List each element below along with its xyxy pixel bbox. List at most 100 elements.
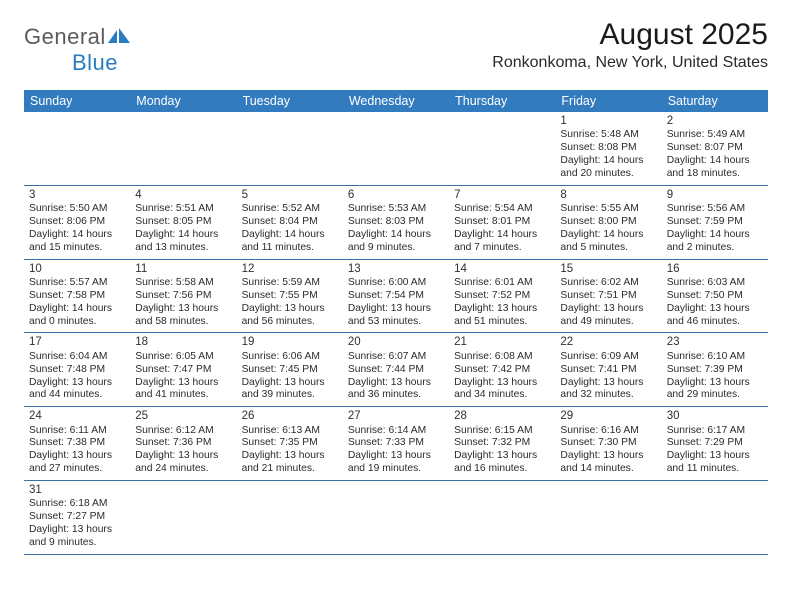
sunrise-text: Sunrise: 5:52 AM: [242, 203, 338, 216]
daylight-text: Daylight: 13 hours and 49 minutes.: [560, 303, 656, 329]
daylight-text: Daylight: 13 hours and 36 minutes.: [348, 377, 444, 403]
daylight-text: Daylight: 14 hours and 11 minutes.: [242, 229, 338, 255]
calendar-cell: [130, 481, 236, 554]
day-header-tue: Tuesday: [237, 90, 343, 112]
calendar-cell: [343, 112, 449, 185]
calendar-cell: [237, 481, 343, 554]
calendar-cell: 21Sunrise: 6:08 AMSunset: 7:42 PMDayligh…: [449, 333, 555, 406]
day-number: 21: [454, 335, 550, 349]
daylight-text: Daylight: 13 hours and 39 minutes.: [242, 377, 338, 403]
header: General Blue August 2025 Ronkonkoma, New…: [24, 18, 768, 76]
daylight-text: Daylight: 14 hours and 9 minutes.: [348, 229, 444, 255]
calendar: Sunday Monday Tuesday Wednesday Thursday…: [24, 90, 768, 555]
daylight-text: Daylight: 14 hours and 0 minutes.: [29, 303, 125, 329]
sunrise-text: Sunrise: 5:58 AM: [135, 277, 231, 290]
day-header-mon: Monday: [130, 90, 236, 112]
day-number: 19: [242, 335, 338, 349]
sunrise-text: Sunrise: 6:04 AM: [29, 351, 125, 364]
daylight-text: Daylight: 13 hours and 24 minutes.: [135, 450, 231, 476]
calendar-cell: [237, 112, 343, 185]
sunrise-text: Sunrise: 5:48 AM: [560, 129, 656, 142]
day-number: 6: [348, 188, 444, 202]
sunrise-text: Sunrise: 5:56 AM: [667, 203, 763, 216]
sunrise-text: Sunrise: 6:15 AM: [454, 425, 550, 438]
calendar-cell: 22Sunrise: 6:09 AMSunset: 7:41 PMDayligh…: [555, 333, 661, 406]
sunset-text: Sunset: 7:56 PM: [135, 290, 231, 303]
calendar-header-row: Sunday Monday Tuesday Wednesday Thursday…: [24, 90, 768, 112]
day-number: 13: [348, 262, 444, 276]
daylight-text: Daylight: 13 hours and 16 minutes.: [454, 450, 550, 476]
calendar-cell: [24, 112, 130, 185]
sunrise-text: Sunrise: 6:14 AM: [348, 425, 444, 438]
daylight-text: Daylight: 14 hours and 18 minutes.: [667, 155, 763, 181]
day-header-sat: Saturday: [662, 90, 768, 112]
calendar-cell: 14Sunrise: 6:01 AMSunset: 7:52 PMDayligh…: [449, 260, 555, 333]
sunset-text: Sunset: 8:05 PM: [135, 216, 231, 229]
sunrise-text: Sunrise: 5:53 AM: [348, 203, 444, 216]
day-number: 28: [454, 409, 550, 423]
calendar-cell: 4Sunrise: 5:51 AMSunset: 8:05 PMDaylight…: [130, 186, 236, 259]
month-title: August 2025: [492, 18, 768, 52]
sunset-text: Sunset: 7:35 PM: [242, 437, 338, 450]
logo-text-blue: Blue: [72, 50, 118, 75]
daylight-text: Daylight: 14 hours and 20 minutes.: [560, 155, 656, 181]
calendar-cell: 24Sunrise: 6:11 AMSunset: 7:38 PMDayligh…: [24, 407, 130, 480]
daylight-text: Daylight: 14 hours and 7 minutes.: [454, 229, 550, 255]
sunset-text: Sunset: 8:07 PM: [667, 142, 763, 155]
daylight-text: Daylight: 13 hours and 56 minutes.: [242, 303, 338, 329]
calendar-cell: 5Sunrise: 5:52 AMSunset: 8:04 PMDaylight…: [237, 186, 343, 259]
day-number: 16: [667, 262, 763, 276]
calendar-cell: 3Sunrise: 5:50 AMSunset: 8:06 PMDaylight…: [24, 186, 130, 259]
calendar-row: 31Sunrise: 6:18 AMSunset: 7:27 PMDayligh…: [24, 481, 768, 555]
day-number: 17: [29, 335, 125, 349]
sunset-text: Sunset: 7:59 PM: [667, 216, 763, 229]
calendar-cell: 20Sunrise: 6:07 AMSunset: 7:44 PMDayligh…: [343, 333, 449, 406]
day-number: 23: [667, 335, 763, 349]
day-number: 11: [135, 262, 231, 276]
day-header-wed: Wednesday: [343, 90, 449, 112]
day-number: 12: [242, 262, 338, 276]
sunset-text: Sunset: 7:44 PM: [348, 364, 444, 377]
calendar-body: 1Sunrise: 5:48 AMSunset: 8:08 PMDaylight…: [24, 112, 768, 555]
calendar-row: 1Sunrise: 5:48 AMSunset: 8:08 PMDaylight…: [24, 112, 768, 186]
sunset-text: Sunset: 7:47 PM: [135, 364, 231, 377]
calendar-cell: 10Sunrise: 5:57 AMSunset: 7:58 PMDayligh…: [24, 260, 130, 333]
day-number: 8: [560, 188, 656, 202]
sunrise-text: Sunrise: 6:03 AM: [667, 277, 763, 290]
daylight-text: Daylight: 13 hours and 51 minutes.: [454, 303, 550, 329]
sunrise-text: Sunrise: 5:50 AM: [29, 203, 125, 216]
sunrise-text: Sunrise: 6:09 AM: [560, 351, 656, 364]
sunset-text: Sunset: 7:41 PM: [560, 364, 656, 377]
calendar-cell: 17Sunrise: 6:04 AMSunset: 7:48 PMDayligh…: [24, 333, 130, 406]
calendar-cell: [662, 481, 768, 554]
day-number: 1: [560, 114, 656, 128]
sunrise-text: Sunrise: 6:17 AM: [667, 425, 763, 438]
sunrise-text: Sunrise: 5:49 AM: [667, 129, 763, 142]
sunset-text: Sunset: 7:52 PM: [454, 290, 550, 303]
daylight-text: Daylight: 14 hours and 15 minutes.: [29, 229, 125, 255]
calendar-cell: [555, 481, 661, 554]
calendar-cell: [130, 112, 236, 185]
day-number: 10: [29, 262, 125, 276]
calendar-cell: 1Sunrise: 5:48 AMSunset: 8:08 PMDaylight…: [555, 112, 661, 185]
sunrise-text: Sunrise: 5:57 AM: [29, 277, 125, 290]
sunset-text: Sunset: 7:38 PM: [29, 437, 125, 450]
logo-sail-icon: [108, 24, 132, 49]
calendar-cell: 23Sunrise: 6:10 AMSunset: 7:39 PMDayligh…: [662, 333, 768, 406]
day-number: 7: [454, 188, 550, 202]
sunset-text: Sunset: 8:01 PM: [454, 216, 550, 229]
day-number: 15: [560, 262, 656, 276]
sunset-text: Sunset: 7:36 PM: [135, 437, 231, 450]
day-number: 5: [242, 188, 338, 202]
calendar-cell: 16Sunrise: 6:03 AMSunset: 7:50 PMDayligh…: [662, 260, 768, 333]
calendar-row: 3Sunrise: 5:50 AMSunset: 8:06 PMDaylight…: [24, 186, 768, 260]
sunrise-text: Sunrise: 5:54 AM: [454, 203, 550, 216]
sunrise-text: Sunrise: 6:10 AM: [667, 351, 763, 364]
sunset-text: Sunset: 7:54 PM: [348, 290, 444, 303]
calendar-row: 10Sunrise: 5:57 AMSunset: 7:58 PMDayligh…: [24, 260, 768, 334]
calendar-cell: 9Sunrise: 5:56 AMSunset: 7:59 PMDaylight…: [662, 186, 768, 259]
daylight-text: Daylight: 14 hours and 2 minutes.: [667, 229, 763, 255]
sunrise-text: Sunrise: 6:13 AM: [242, 425, 338, 438]
sunrise-text: Sunrise: 6:01 AM: [454, 277, 550, 290]
calendar-cell: 7Sunrise: 5:54 AMSunset: 8:01 PMDaylight…: [449, 186, 555, 259]
